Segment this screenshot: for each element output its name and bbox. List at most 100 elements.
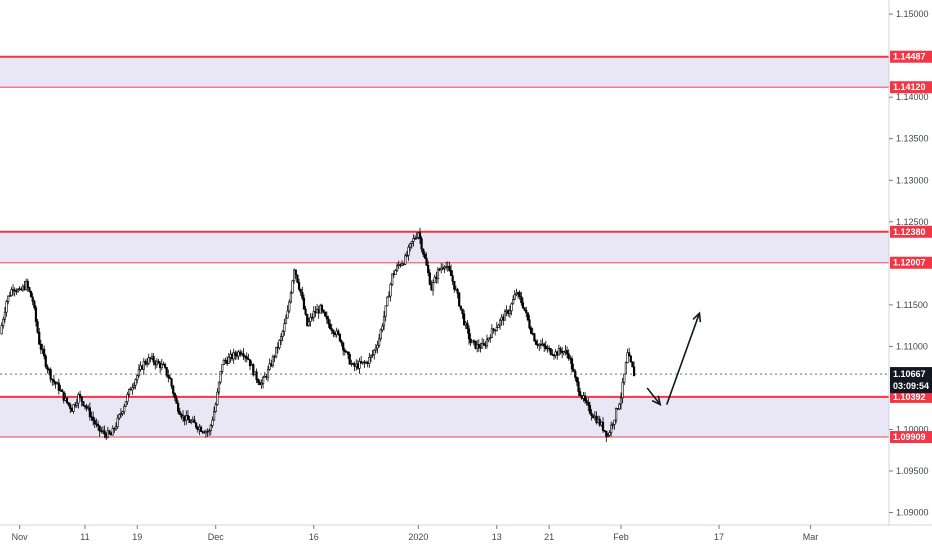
candle-body — [320, 305, 324, 311]
candle-body — [396, 265, 399, 271]
candle-body — [3, 311, 7, 320]
current-price-badge-bg — [890, 367, 932, 394]
candle-body — [93, 420, 96, 425]
candle-body — [389, 284, 392, 297]
zone-top-badge-0: 1.14487 — [893, 52, 926, 62]
candle-body — [92, 416, 95, 421]
y-tick-label: 1.13000 — [896, 175, 929, 185]
candle-body — [108, 430, 111, 434]
projection-arrow-head-1 — [692, 311, 702, 323]
candle-body — [448, 266, 451, 271]
candle-body — [8, 295, 11, 297]
candle-body — [497, 324, 500, 328]
candle-body — [528, 319, 531, 329]
time-axis[interactable]: Nov 11 19 Dec 16 2020 13 21 Feb 17 Mar — [12, 525, 819, 542]
candle-body — [60, 389, 64, 392]
candle-body — [557, 348, 560, 356]
candle-body — [82, 401, 85, 406]
candle-body — [628, 352, 631, 357]
candle-body — [278, 340, 281, 349]
candle-body — [136, 375, 139, 381]
candle-body — [324, 311, 327, 317]
candle-body — [306, 313, 309, 327]
price-badges: 1.14487 1.14120 1.12380 1.12007 1.10392 1.099… — [0, 50, 932, 444]
candle-body — [10, 289, 13, 296]
candle-body — [28, 287, 31, 292]
zone-top-badge-2: 1.10392 — [893, 392, 926, 402]
candle-body — [145, 363, 149, 365]
candle-body — [567, 353, 570, 359]
candle-body — [34, 307, 38, 322]
zone-bottom-badge-1-bg — [890, 256, 932, 269]
candle-body — [69, 404, 72, 409]
candle-body — [629, 355, 632, 363]
candle-body — [340, 340, 343, 344]
candle-body — [46, 366, 49, 370]
x-tick-label: 11 — [80, 532, 89, 542]
candle-body — [332, 330, 335, 334]
price-axis[interactable]: 1.15000 1.14000 1.13500 1.13000 1.12500 1.115… — [889, 9, 929, 518]
candle-body — [51, 378, 54, 381]
candle-body — [428, 272, 431, 285]
candle-body — [168, 377, 172, 380]
candle-body — [583, 395, 587, 401]
candle-body — [294, 269, 297, 276]
candle-body — [587, 402, 590, 406]
candle-body — [544, 346, 547, 350]
candle-body — [427, 265, 430, 274]
candle-body — [606, 434, 610, 437]
candle-body — [441, 267, 444, 270]
candle-body — [559, 348, 562, 352]
candle-body — [387, 295, 391, 298]
candle-body — [613, 419, 616, 425]
candle-body — [415, 237, 418, 239]
candle-body — [221, 364, 224, 372]
candle-body — [518, 292, 521, 297]
candle-body — [247, 358, 250, 360]
candle-body — [422, 248, 425, 255]
candle-body — [114, 426, 118, 430]
candle-body — [467, 328, 471, 340]
zones-layer — [0, 55, 889, 438]
candle-body — [409, 243, 412, 248]
candle-body — [212, 411, 216, 421]
candle-body — [296, 274, 299, 283]
candle-body — [489, 337, 492, 339]
candle-body — [279, 336, 283, 341]
candle-body — [126, 394, 129, 402]
candle-body — [463, 313, 466, 326]
candle-body — [242, 353, 245, 357]
candle-body — [7, 295, 10, 302]
candle-body — [631, 361, 634, 368]
candle-body — [33, 301, 36, 308]
candle-body — [309, 316, 312, 322]
y-tick-label: 1.09000 — [896, 508, 929, 518]
candle-body — [175, 397, 178, 404]
projection-arrow-1 — [665, 312, 701, 405]
candle-body — [227, 357, 230, 364]
candle-body — [425, 257, 428, 266]
candle-body — [508, 310, 511, 315]
candle-body — [167, 375, 170, 378]
candle-body — [283, 323, 286, 332]
candle-body — [281, 331, 284, 337]
candle-body — [391, 273, 394, 285]
candle-body — [543, 343, 546, 347]
candle-body — [38, 331, 41, 345]
candle-body — [490, 328, 493, 338]
candle-body — [124, 401, 127, 407]
candle-body — [624, 362, 627, 375]
zone-bottom-badge-2: 1.09909 — [893, 432, 926, 442]
candle-body — [299, 288, 302, 293]
candle-body — [461, 308, 464, 315]
candle-body — [289, 292, 292, 303]
candle-body — [431, 282, 435, 291]
candle-body — [407, 246, 410, 256]
candle-body — [570, 358, 574, 370]
candle-body — [459, 305, 462, 310]
candle-body — [572, 368, 575, 372]
x-tick-label: 21 — [544, 532, 554, 542]
candle-body — [119, 413, 123, 415]
y-tick-label: 1.12500 — [896, 217, 929, 227]
